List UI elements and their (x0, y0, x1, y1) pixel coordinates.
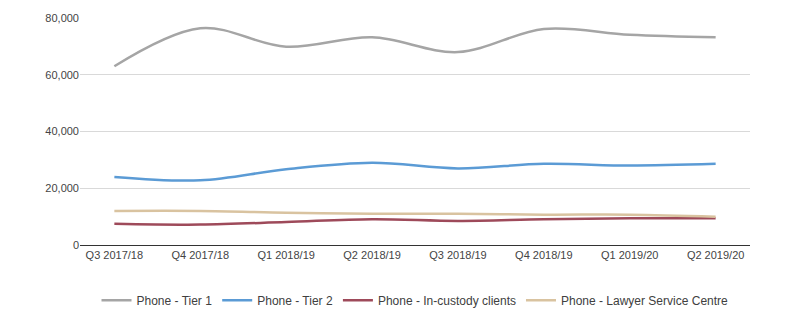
svg-text:Q1 2018/19: Q1 2018/19 (257, 249, 315, 261)
svg-text:Q4 2017/18: Q4 2017/18 (172, 249, 230, 261)
svg-text:0: 0 (73, 239, 79, 251)
svg-text:Q3 2018/19: Q3 2018/19 (429, 249, 487, 261)
svg-text:80,000: 80,000 (45, 12, 79, 24)
svg-text:20,000: 20,000 (45, 182, 79, 194)
svg-text:Phone - Lawyer Service Centre: Phone - Lawyer Service Centre (561, 294, 728, 308)
svg-text:Q3 2017/18: Q3 2017/18 (86, 249, 144, 261)
svg-text:40,000: 40,000 (45, 125, 79, 137)
svg-text:Q2 2019/20: Q2 2019/20 (687, 249, 745, 261)
svg-text:Q1 2019/20: Q1 2019/20 (601, 249, 659, 261)
svg-text:60,000: 60,000 (45, 69, 79, 81)
svg-text:Q4 2018/19: Q4 2018/19 (515, 249, 573, 261)
svg-text:Phone - Tier 2: Phone - Tier 2 (257, 294, 333, 308)
svg-text:Phone - In-custody clients: Phone - In-custody clients (378, 294, 516, 308)
svg-text:Phone - Tier 1: Phone - Tier 1 (137, 294, 213, 308)
svg-text:Q2 2018/19: Q2 2018/19 (343, 249, 401, 261)
